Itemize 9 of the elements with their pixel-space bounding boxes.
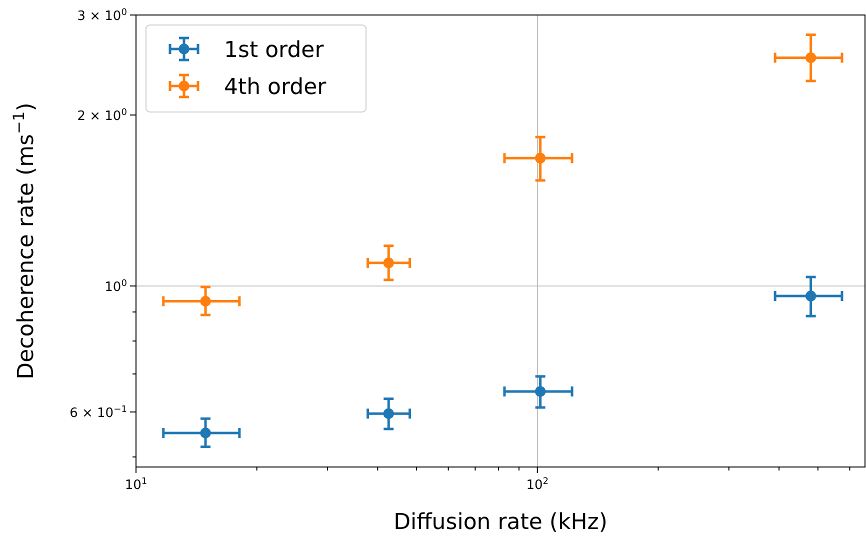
x-tick-label: 10$^{2}$ xyxy=(526,477,549,493)
x-tick-label: 10$^{1}$ xyxy=(124,477,148,493)
legend-label: 4th order xyxy=(224,75,328,100)
y-tick-label: 3 × 10$^{0}$ xyxy=(77,8,128,24)
legend-label: 1st order xyxy=(224,38,325,63)
x-axis-title: Diffusion rate (kHz) xyxy=(394,510,608,535)
y-tick-label: 6 × 10$^{−1}$ xyxy=(70,404,127,421)
y-tick-label: 10$^{0}$ xyxy=(104,278,128,295)
y-tick-label: 2 × 10$^{0}$ xyxy=(77,108,128,124)
